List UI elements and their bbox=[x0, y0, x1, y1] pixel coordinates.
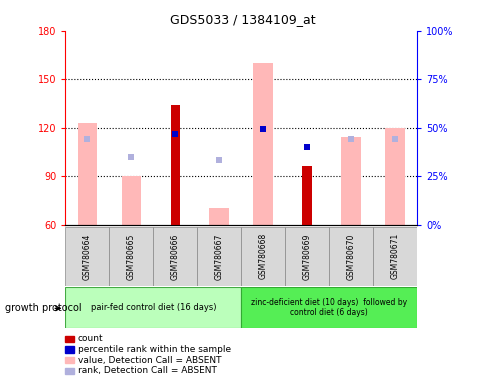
Bar bbox=[329, 227, 372, 286]
Bar bbox=[109, 227, 153, 286]
Bar bbox=[384, 128, 404, 225]
Bar bbox=[241, 287, 416, 328]
Text: GSM780664: GSM780664 bbox=[83, 233, 92, 280]
Text: GSM780669: GSM780669 bbox=[302, 233, 311, 280]
Bar bbox=[241, 227, 285, 286]
Bar bbox=[65, 336, 74, 342]
Bar bbox=[65, 368, 74, 374]
Bar bbox=[197, 227, 241, 286]
Text: pair-fed control diet (16 days): pair-fed control diet (16 days) bbox=[91, 303, 216, 312]
Text: GSM780667: GSM780667 bbox=[214, 233, 223, 280]
Bar bbox=[209, 209, 229, 225]
Bar bbox=[65, 287, 241, 328]
Bar bbox=[65, 357, 74, 363]
Text: GDS5033 / 1384109_at: GDS5033 / 1384109_at bbox=[169, 13, 315, 26]
Text: GSM780666: GSM780666 bbox=[170, 233, 180, 280]
Text: percentile rank within the sample: percentile rank within the sample bbox=[77, 345, 230, 354]
Text: zinc-deficient diet (10 days)  followed by
control diet (6 days): zinc-deficient diet (10 days) followed b… bbox=[251, 298, 407, 317]
Bar bbox=[170, 105, 180, 225]
Bar bbox=[341, 137, 360, 225]
Bar bbox=[253, 63, 272, 225]
Text: GSM780670: GSM780670 bbox=[346, 233, 355, 280]
Bar bbox=[77, 123, 97, 225]
Bar bbox=[65, 346, 74, 353]
Bar bbox=[285, 227, 329, 286]
Text: count: count bbox=[77, 334, 103, 343]
Text: value, Detection Call = ABSENT: value, Detection Call = ABSENT bbox=[77, 356, 221, 365]
Bar bbox=[153, 227, 197, 286]
Bar bbox=[121, 176, 141, 225]
Text: GSM780671: GSM780671 bbox=[390, 233, 399, 280]
Text: GSM780668: GSM780668 bbox=[258, 233, 267, 280]
Text: rank, Detection Call = ABSENT: rank, Detection Call = ABSENT bbox=[77, 366, 216, 376]
Text: GSM780665: GSM780665 bbox=[127, 233, 136, 280]
Bar bbox=[302, 167, 311, 225]
Bar bbox=[65, 227, 109, 286]
Text: growth protocol: growth protocol bbox=[5, 303, 81, 313]
Bar bbox=[372, 227, 416, 286]
